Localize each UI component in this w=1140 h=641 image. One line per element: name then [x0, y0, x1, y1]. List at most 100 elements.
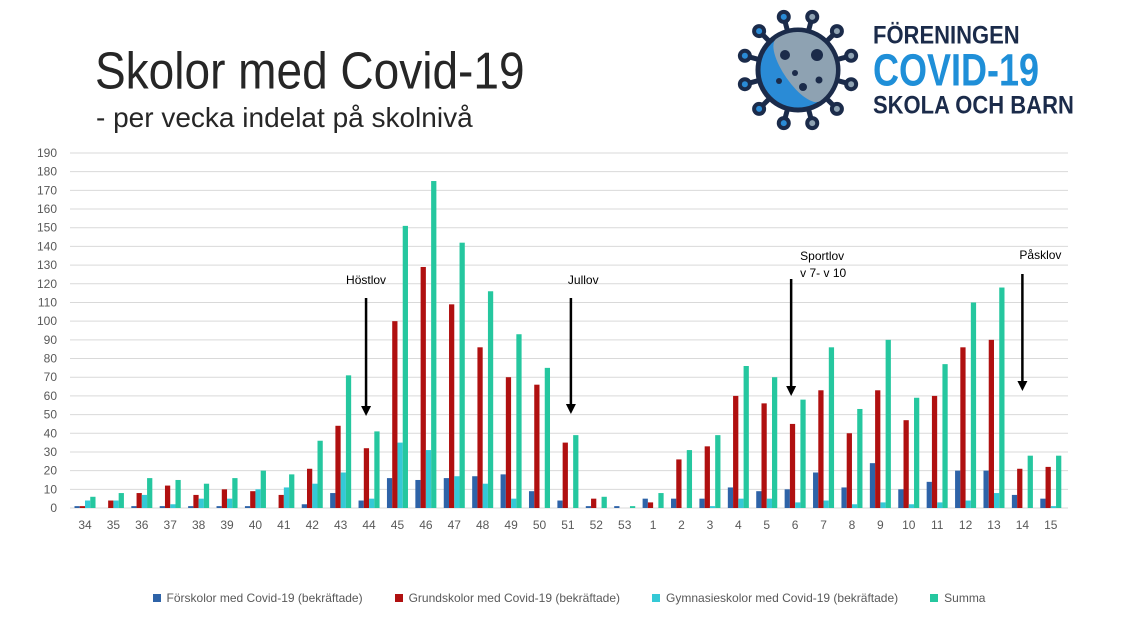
bar-summa-week-43	[345, 375, 352, 508]
y-tick-label: 120	[37, 277, 57, 291]
bar-forskolor-week-46	[415, 479, 421, 508]
bar-summa-week-13	[999, 287, 1005, 508]
x-tick-label: 7	[820, 518, 827, 532]
x-tick-label: 3	[707, 518, 714, 532]
bar-grundskolor-week-6	[789, 423, 796, 508]
virus-spike-knob-inner	[848, 52, 855, 59]
annotation-label-jullov: Jullov	[568, 273, 599, 287]
bar-grundskolor-week-12	[960, 347, 966, 508]
x-tick-label: 45	[391, 518, 405, 532]
annotation-hostlov: Höstlov	[346, 273, 386, 416]
x-tick-label: 51	[561, 518, 575, 532]
week-group-44	[358, 431, 380, 508]
bar-gymnasieskolor-week-47	[454, 476, 460, 508]
x-tick-label: 44	[362, 518, 376, 532]
bar-summa-week-47	[459, 242, 465, 508]
bar-grundskolor-week-46	[420, 266, 426, 508]
annotation-jullov: Jullov	[565, 273, 599, 414]
y-tick-label: 160	[37, 202, 57, 216]
x-axis: 34 35 36 37 38 39 40 41 42 43 44 45 46 47 48 49 50 51 52 53…	[78, 518, 1057, 532]
bar-gymnasieskolor-week-43	[340, 472, 346, 508]
week-group-48	[472, 291, 494, 508]
annotation-label-hostlov: Höstlov	[346, 273, 386, 287]
bar-forskolor-week-4	[727, 487, 734, 508]
virus-dot	[776, 78, 782, 84]
bar-grundskolor-week-41	[278, 494, 284, 508]
bar-summa-week-44	[374, 431, 380, 508]
y-tick-label: 100	[37, 314, 57, 328]
week-group-41	[278, 474, 295, 508]
x-tick-label: 35	[107, 518, 121, 532]
legend-label-summa: Summa	[944, 591, 986, 605]
week-group-15	[1040, 455, 1062, 508]
virus-spike-knob-inner	[833, 105, 840, 112]
y-tick-label: 30	[44, 445, 58, 459]
y-tick-label: 110	[38, 295, 57, 309]
bar-forskolor-week-47	[443, 478, 450, 508]
bar-forskolor-week-10	[898, 489, 904, 508]
bar-grundskolor-week-2	[676, 459, 682, 508]
bar-forskolor-week-53	[614, 506, 620, 508]
bar-forskolor-week-6	[784, 489, 790, 508]
bar-forskolor-week-7	[813, 472, 819, 508]
bar-grundskolor-week-51	[562, 442, 568, 508]
bar-gymnasieskolor-week-36	[141, 494, 148, 508]
y-axis: 0 10 20 30 40 50 60 70 80 90 100 110 120 130 140 150 160…	[37, 146, 57, 515]
bar-grundskolor-week-10	[903, 420, 909, 508]
x-tick-label: 4	[735, 518, 742, 532]
bar-grundskolor-week-13	[988, 339, 994, 508]
x-tick-label: 1	[650, 518, 657, 532]
virus-spike-knob-inner	[741, 81, 748, 88]
annotation-label-pasklov: Påsklov	[1019, 248, 1061, 262]
bar-gymnasieskolor-week-9	[880, 502, 886, 508]
x-tick-label: 49	[504, 518, 518, 532]
bar-summa-week-7	[828, 347, 835, 508]
x-tick-label: 12	[959, 518, 973, 532]
bar-grundskolor-week-38	[193, 494, 199, 508]
bar-summa-week-8	[857, 408, 863, 508]
x-tick-label: 50	[533, 518, 547, 532]
virus-dot	[815, 76, 823, 84]
bar-grundskolor-week-15	[1045, 466, 1051, 508]
week-group-36	[131, 478, 153, 508]
week-group-37	[159, 479, 181, 508]
bar-grundskolor-week-4	[733, 395, 739, 508]
bar-summa-week-41	[289, 474, 295, 508]
bar-summa-week-53	[629, 506, 636, 508]
y-tick-label: 50	[44, 408, 58, 422]
bar-grundskolor-week-1	[647, 502, 654, 508]
bar-grundskolor-week-44	[363, 448, 370, 508]
bar-gymnasieskolor-week-6	[795, 502, 801, 508]
legend-swatch-forskolor	[152, 594, 161, 602]
bar-grundskolor-week-43	[335, 425, 341, 508]
virus-spike-knob-inner	[780, 13, 787, 20]
bar-summa-week-2	[686, 450, 693, 508]
y-tick-label: 70	[44, 370, 58, 384]
x-tick-label: 34	[78, 518, 92, 532]
y-tick-label: 180	[37, 165, 57, 179]
logo-text-foreningen: FÖRENINGEN	[873, 20, 1020, 50]
y-tick-label: 90	[44, 333, 58, 347]
y-tick-label: 0	[50, 501, 57, 515]
legend-label-gymnasieskolor: Gymnasieskolor med Covid-19 (bekräftade)	[666, 591, 899, 605]
bar-gymnasieskolor-week-8	[851, 504, 858, 508]
bar-gymnasieskolor-week-45	[397, 442, 403, 508]
bar-summa-week-50	[544, 367, 551, 508]
bar-forskolor-week-51	[557, 500, 563, 508]
legend-label-forskolor: Förskolor med Covid-19 (bekräftade)	[166, 591, 363, 605]
virus-spike-knob-inner	[809, 13, 816, 20]
bar-gymnasieskolor-week-46	[425, 450, 432, 508]
bar-grundskolor-week-48	[477, 347, 483, 508]
bar-grundskolor-week-52	[591, 498, 597, 508]
bar-summa-week-40	[260, 470, 266, 508]
bar-summa-week-9	[885, 339, 891, 508]
bar-summa-week-15	[1056, 455, 1062, 508]
bar-grundskolor-week-47	[449, 304, 455, 508]
bar-gymnasieskolor-week-7	[823, 500, 829, 508]
x-tick-label: 15	[1044, 518, 1058, 532]
legend-swatch-grundskolor	[394, 594, 403, 602]
legend-label-grundskolor: Grundskolor med Covid-19 (bekräftade)	[408, 591, 621, 605]
week-group-2	[671, 450, 693, 508]
bar-forskolor-week-52	[585, 506, 592, 508]
x-tick-label: 13	[987, 518, 1001, 532]
